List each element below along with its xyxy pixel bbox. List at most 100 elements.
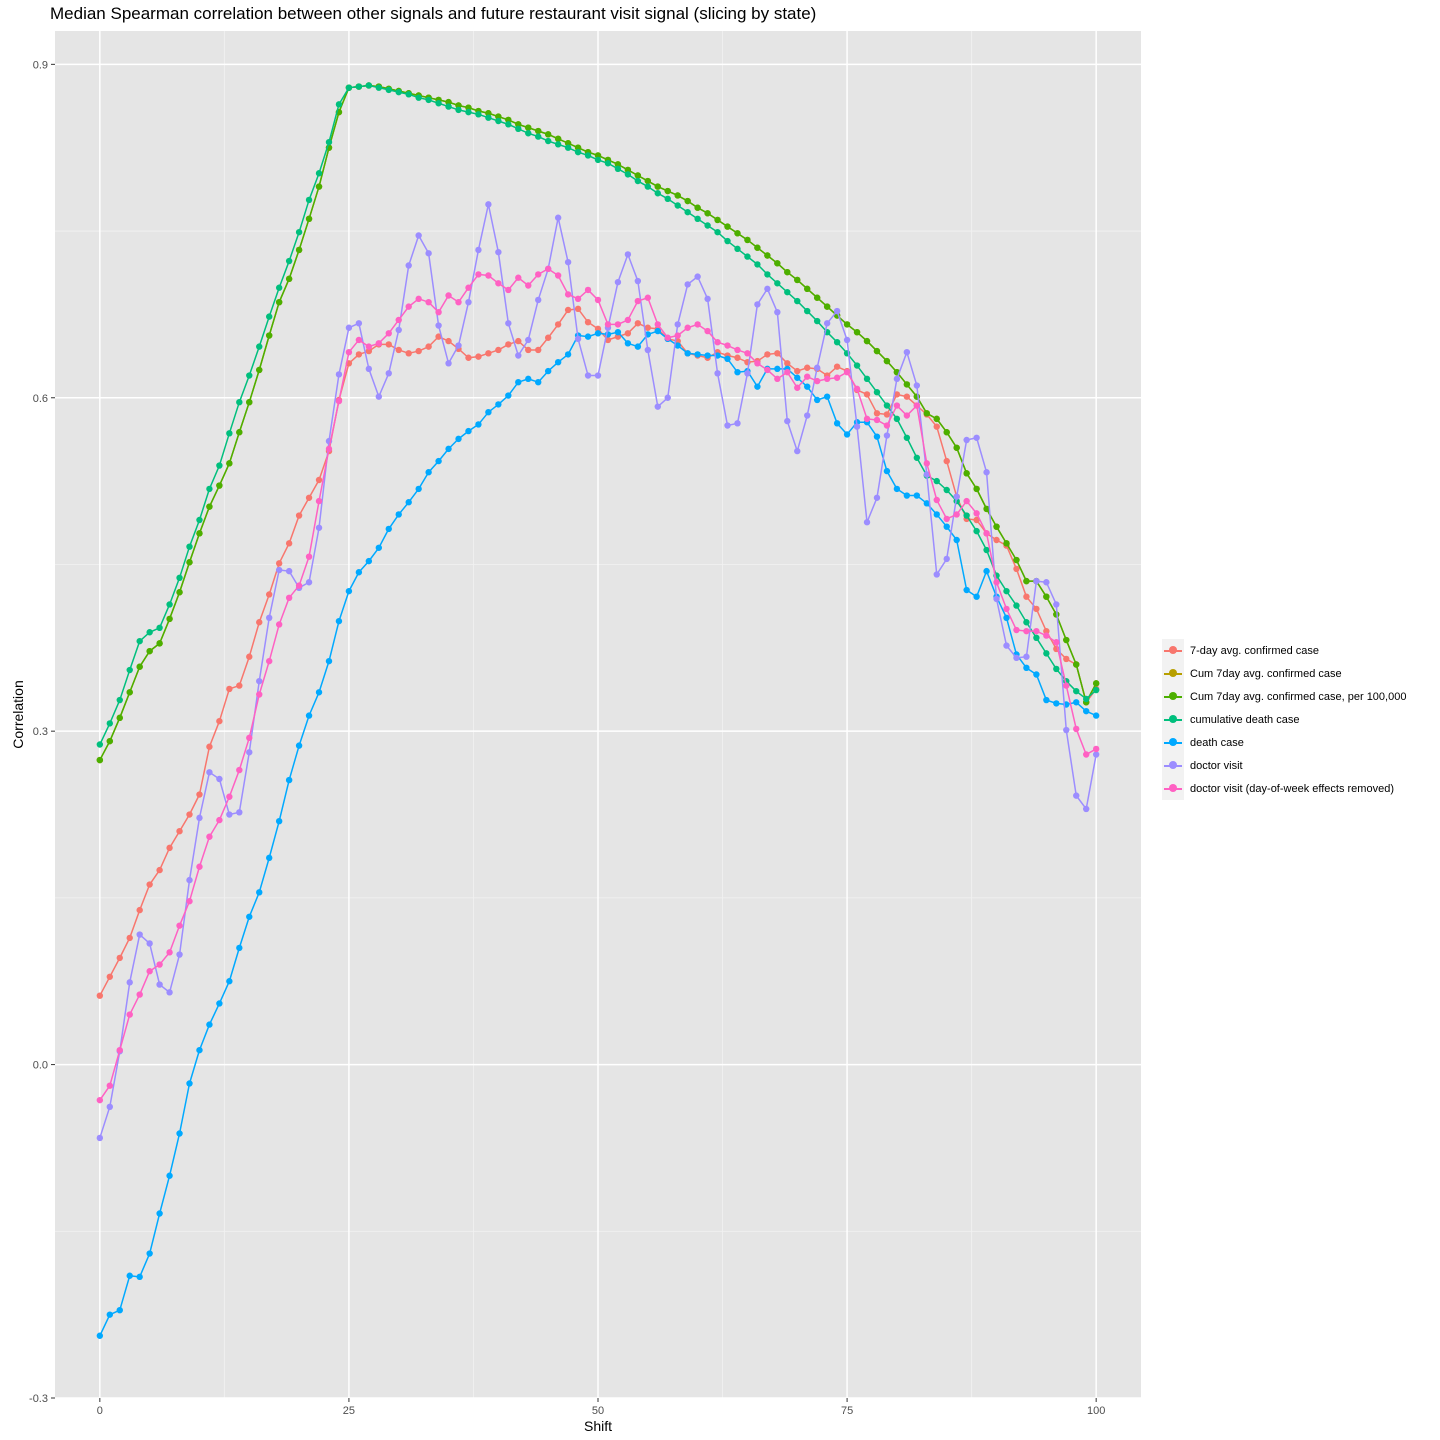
- data-point: [744, 253, 751, 260]
- data-point: [1053, 601, 1060, 608]
- data-point: [246, 372, 253, 379]
- data-point: [485, 409, 492, 416]
- data-point: [863, 415, 871, 423]
- legend-item: Cum 7day avg. confirmed case: [1162, 662, 1406, 685]
- legend-key: [1162, 731, 1184, 754]
- data-point: [266, 614, 273, 622]
- data-point: [1023, 627, 1030, 635]
- data-point: [754, 383, 761, 390]
- legend-label: doctor visit: [1190, 759, 1243, 772]
- data-point: [515, 125, 522, 132]
- data-point: [544, 137, 552, 145]
- data-point: [654, 327, 661, 335]
- data-point: [285, 540, 293, 547]
- data-point: [774, 350, 781, 357]
- y-tick-label: 0.3: [33, 726, 48, 738]
- data-point: [614, 165, 622, 173]
- data-point: [1083, 707, 1090, 715]
- data-point: [505, 121, 512, 128]
- data-point: [345, 84, 353, 91]
- data-point: [883, 411, 891, 418]
- data-point: [654, 403, 661, 410]
- data-point: [475, 111, 482, 118]
- data-point: [784, 417, 791, 425]
- data-point: [295, 582, 303, 589]
- data-point: [853, 328, 861, 336]
- data-point: [1073, 661, 1080, 668]
- data-point: [525, 124, 532, 131]
- data-point: [156, 866, 163, 874]
- data-point: [146, 940, 153, 947]
- data-point: [843, 321, 851, 328]
- x-axis-title: Shift: [584, 1418, 612, 1434]
- data-point: [983, 567, 990, 575]
- data-point: [863, 337, 871, 345]
- data-point: [505, 116, 512, 124]
- data-point: [106, 1082, 114, 1089]
- data-point: [206, 503, 213, 510]
- data-point: [535, 127, 542, 135]
- data-point: [734, 368, 741, 376]
- data-point: [116, 1046, 123, 1054]
- data-point: [694, 321, 701, 328]
- data-point: [594, 372, 602, 379]
- data-point: [305, 712, 313, 719]
- data-point: [614, 161, 622, 168]
- data-point: [375, 84, 383, 91]
- data-point: [445, 292, 452, 299]
- data-point: [594, 325, 602, 333]
- data-point: [226, 430, 233, 437]
- data-point: [465, 284, 472, 291]
- data-point: [714, 228, 721, 236]
- data-point: [535, 296, 542, 304]
- data-point: [993, 536, 1000, 544]
- data-point: [515, 121, 522, 128]
- data-point: [993, 595, 1000, 603]
- data-point: [883, 467, 891, 475]
- legend-key: [1162, 708, 1184, 731]
- series-doctor-visit: [96, 201, 1100, 1142]
- legend-key-dot: [1169, 692, 1177, 700]
- data-point: [365, 82, 373, 89]
- data-point: [345, 587, 353, 595]
- data-point: [425, 298, 432, 306]
- data-point: [375, 393, 383, 400]
- data-point: [973, 510, 980, 517]
- data-point: [644, 324, 652, 331]
- data-point: [515, 352, 522, 359]
- legend-label: Cum 7day avg. confirmed case: [1190, 667, 1342, 680]
- data-point: [734, 230, 741, 237]
- data-point: [574, 305, 582, 313]
- data-point: [873, 433, 881, 440]
- data-point: [734, 346, 741, 354]
- data-point: [1073, 725, 1080, 733]
- data-point: [714, 370, 721, 377]
- data-point: [953, 536, 960, 544]
- data-point: [584, 372, 592, 379]
- legend-item: Cum 7day avg. confirmed case, per 100,00…: [1162, 685, 1406, 708]
- data-point: [764, 271, 771, 278]
- data-point: [465, 427, 472, 435]
- data-point: [186, 898, 193, 905]
- data-point: [1023, 619, 1030, 626]
- data-point: [475, 246, 482, 254]
- data-point: [554, 321, 562, 328]
- data-point: [574, 144, 582, 151]
- data-point: [923, 410, 930, 417]
- data-point: [136, 663, 143, 670]
- data-point: [116, 954, 123, 962]
- data-point: [594, 152, 602, 159]
- data-point: [873, 410, 881, 417]
- data-point: [295, 512, 303, 519]
- data-point: [923, 500, 930, 507]
- legend-key-dot: [1169, 761, 1177, 769]
- data-point: [116, 1307, 123, 1314]
- data-point: [813, 396, 821, 404]
- data-point: [724, 223, 731, 230]
- data-point: [246, 913, 253, 920]
- data-point: [684, 208, 691, 216]
- data-point: [136, 906, 143, 914]
- data-point: [973, 516, 980, 524]
- data-point: [146, 881, 153, 888]
- data-point: [365, 347, 373, 355]
